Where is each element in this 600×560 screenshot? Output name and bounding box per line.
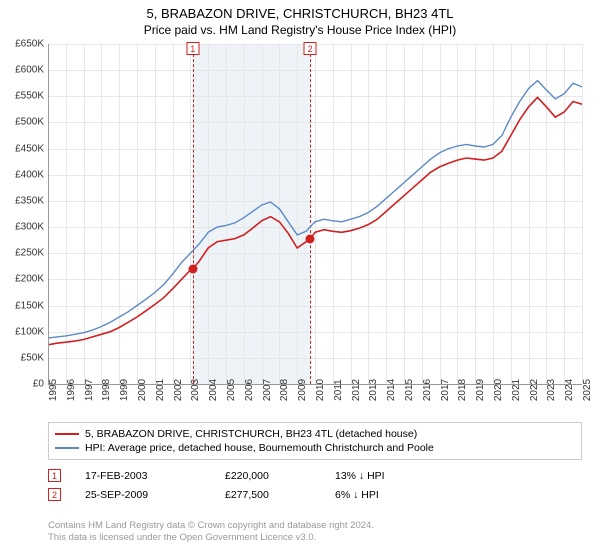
x-tick-label: 1999 xyxy=(119,379,130,401)
chart-area: 12 xyxy=(48,44,582,402)
y-tick-label: £0 xyxy=(0,379,44,390)
x-tick-label: 2012 xyxy=(351,379,362,401)
x-tick-label: 2003 xyxy=(190,379,201,401)
footer-line-2: This data is licensed under the Open Gov… xyxy=(48,532,582,544)
event-price: £220,000 xyxy=(225,470,335,482)
data-point-marker xyxy=(188,264,197,273)
gridline-v xyxy=(582,44,583,384)
x-tick-label: 1997 xyxy=(84,379,95,401)
y-tick-label: £300K xyxy=(0,222,44,233)
y-tick-label: £650K xyxy=(0,39,44,50)
x-tick-label: 2014 xyxy=(386,379,397,401)
y-tick-label: £600K xyxy=(0,65,44,76)
y-tick-label: £150K xyxy=(0,300,44,311)
footer: Contains HM Land Registry data © Crown c… xyxy=(48,520,582,545)
x-tick-label: 2025 xyxy=(582,379,593,401)
event-row: 2 25-SEP-2009£277,5006% ↓ HPI xyxy=(48,485,582,504)
y-tick-label: £500K xyxy=(0,117,44,128)
event-row: 1 17-FEB-2003£220,00013% ↓ HPI xyxy=(48,466,582,485)
x-tick-label: 2016 xyxy=(422,379,433,401)
y-tick-label: £450K xyxy=(0,143,44,154)
x-tick-label: 2024 xyxy=(564,379,575,401)
x-tick-label: 2006 xyxy=(244,379,255,401)
x-tick-label: 2022 xyxy=(529,379,540,401)
series-line xyxy=(48,81,582,338)
legend-label: HPI: Average price, detached house, Bour… xyxy=(85,442,434,454)
legend-row: HPI: Average price, detached house, Bour… xyxy=(55,441,575,455)
event-number-box: 1 xyxy=(48,469,61,482)
y-tick-label: £400K xyxy=(0,169,44,180)
legend-swatch xyxy=(55,433,79,435)
legend-row: 5, BRABAZON DRIVE, CHRISTCHURCH, BH23 4T… xyxy=(55,427,575,441)
x-tick-label: 2011 xyxy=(333,379,344,401)
y-tick-label: £350K xyxy=(0,195,44,206)
x-tick-label: 2023 xyxy=(546,379,557,401)
x-tick-label: 1995 xyxy=(48,379,59,401)
y-axis xyxy=(48,44,49,384)
event-date: 17-FEB-2003 xyxy=(85,470,225,482)
page-title: 5, BRABAZON DRIVE, CHRISTCHURCH, BH23 4T… xyxy=(0,0,600,21)
x-tick-label: 2009 xyxy=(297,379,308,401)
footer-line-1: Contains HM Land Registry data © Crown c… xyxy=(48,520,582,532)
x-tick-label: 2005 xyxy=(226,379,237,401)
chart-container: 5, BRABAZON DRIVE, CHRISTCHURCH, BH23 4T… xyxy=(0,0,600,560)
event-number-box: 2 xyxy=(48,488,61,501)
y-tick-label: £250K xyxy=(0,248,44,259)
legend-label: 5, BRABAZON DRIVE, CHRISTCHURCH, BH23 4T… xyxy=(85,428,417,440)
x-tick-label: 2007 xyxy=(262,379,273,401)
x-tick-label: 2004 xyxy=(208,379,219,401)
x-tick-label: 1998 xyxy=(101,379,112,401)
x-tick-label: 1996 xyxy=(66,379,77,401)
data-point-marker xyxy=(306,234,315,243)
y-tick-label: £200K xyxy=(0,274,44,285)
x-tick-label: 2015 xyxy=(404,379,415,401)
x-tick-label: 2001 xyxy=(155,379,166,401)
event-diff: 13% ↓ HPI xyxy=(335,470,465,482)
page-subtitle: Price paid vs. HM Land Registry's House … xyxy=(0,21,600,37)
x-tick-label: 2000 xyxy=(137,379,148,401)
plot: 12 xyxy=(48,44,582,384)
event-diff: 6% ↓ HPI xyxy=(335,489,465,501)
series-svg xyxy=(48,44,582,384)
x-tick-label: 2020 xyxy=(493,379,504,401)
x-tick-label: 2018 xyxy=(457,379,468,401)
x-tick-label: 2013 xyxy=(368,379,379,401)
x-tick-label: 2019 xyxy=(475,379,486,401)
x-tick-label: 2002 xyxy=(173,379,184,401)
events-table: 1 17-FEB-2003£220,00013% ↓ HPI 2 25-SEP-200… xyxy=(48,466,582,504)
x-tick-label: 2021 xyxy=(511,379,522,401)
x-tick-label: 2010 xyxy=(315,379,326,401)
x-tick-label: 2008 xyxy=(279,379,290,401)
y-tick-label: £100K xyxy=(0,326,44,337)
legend: 5, BRABAZON DRIVE, CHRISTCHURCH, BH23 4T… xyxy=(48,422,582,460)
x-tick-label: 2017 xyxy=(440,379,451,401)
event-price: £277,500 xyxy=(225,489,335,501)
event-date: 25-SEP-2009 xyxy=(85,489,225,501)
y-tick-label: £550K xyxy=(0,91,44,102)
y-tick-label: £50K xyxy=(0,352,44,363)
legend-swatch xyxy=(55,447,79,449)
